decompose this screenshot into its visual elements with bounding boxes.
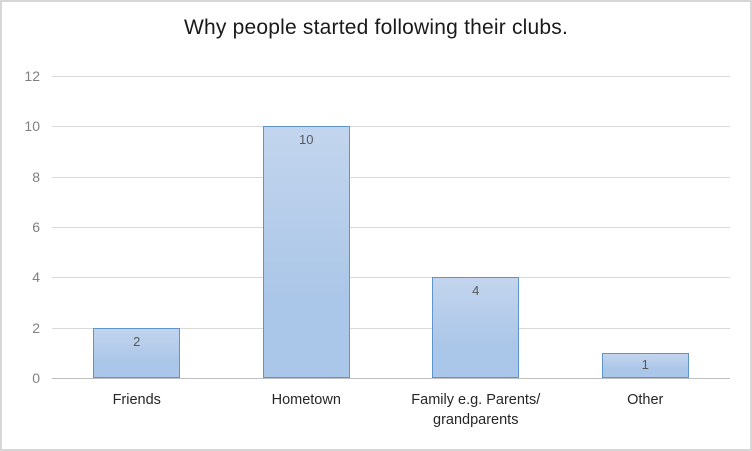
- y-axis-tick-label: 0: [32, 370, 40, 386]
- y-axis-tick-label: 12: [24, 68, 40, 84]
- x-axis-category-label: Friends: [112, 392, 161, 408]
- gridline: [52, 277, 730, 279]
- gridline: [52, 76, 730, 77]
- y-axis-tick-label: 10: [24, 118, 40, 135]
- y-axis-tick-label: 8: [32, 168, 40, 185]
- bar-data-label: 1: [641, 357, 649, 373]
- x-axis-category-label: Other: [627, 392, 664, 408]
- bar-family: 4: [432, 277, 520, 378]
- bar-other: 1: [601, 352, 689, 378]
- bar-data-label: 2: [133, 333, 141, 349]
- gridline: [52, 327, 730, 329]
- bar-data-label: 10: [299, 132, 314, 148]
- bar-hometown: 10: [262, 126, 350, 378]
- gridline: [52, 176, 730, 178]
- bar-rect: [601, 352, 689, 378]
- y-axis-tick-label: 6: [32, 219, 40, 235]
- x-axis-category-label: Hometown: [271, 392, 341, 408]
- bar-rect: [262, 126, 350, 378]
- bar-data-label: 4: [472, 283, 480, 299]
- gridline: [52, 126, 730, 128]
- y-axis: 0 2 4 6 8 10 12: [2, 68, 40, 386]
- plot-area: 2 10 4 1: [52, 76, 730, 379]
- x-axis-line: [52, 378, 730, 379]
- y-axis-tick-label: 2: [32, 319, 40, 336]
- bar-friends: 2: [93, 327, 181, 378]
- y-axis-tick-label: 4: [32, 269, 40, 286]
- chart-title: Why people started following their clubs…: [183, 16, 569, 39]
- x-axis-category-label: Family e.g. Parents/ grandparents: [411, 392, 541, 428]
- gridline: [52, 227, 730, 228]
- bar-rect: [93, 327, 181, 378]
- bar-rect: [432, 277, 520, 378]
